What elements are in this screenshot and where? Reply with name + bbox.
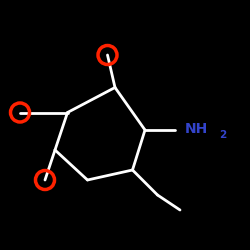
Text: NH: NH [185,122,208,136]
Text: 2: 2 [219,130,226,140]
